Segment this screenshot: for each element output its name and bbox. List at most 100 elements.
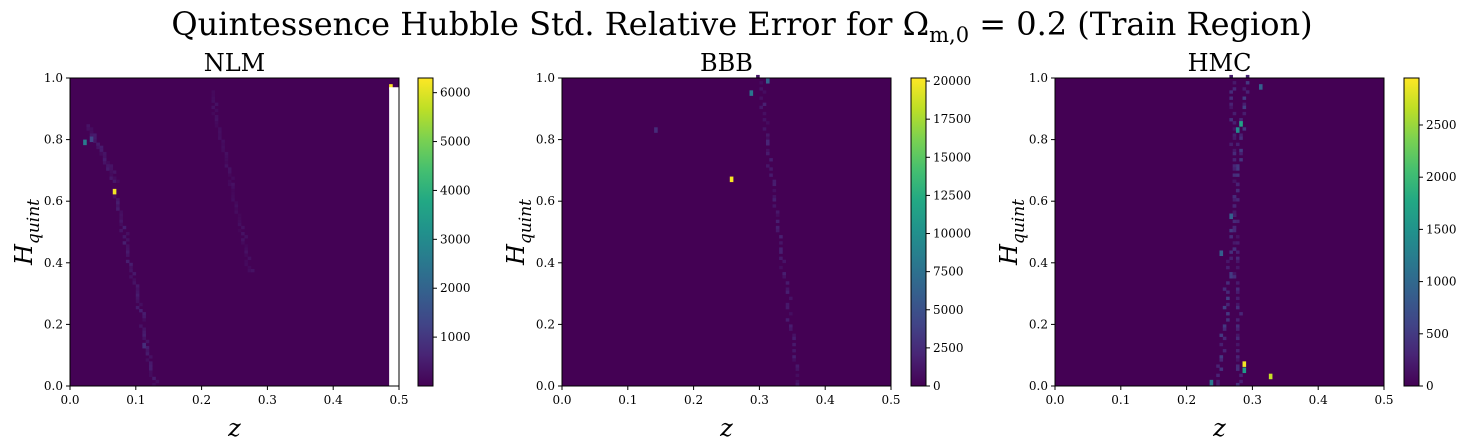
heatmap-cell <box>1232 173 1237 177</box>
heatmap-cell <box>135 293 140 297</box>
heatmap-cell <box>119 222 123 227</box>
heatmap-cell <box>234 201 239 205</box>
heatmap-cell <box>792 349 796 353</box>
y-tick-label: 1.0 <box>1029 71 1048 85</box>
heatmap-cell <box>1229 235 1233 239</box>
y-tick-label: 0.8 <box>536 133 555 147</box>
heatmap-cell <box>122 241 127 245</box>
colorbar-tick-label: 0 <box>933 379 941 393</box>
x-tick-label: 0.2 <box>192 393 211 407</box>
y-tick-label: 0.0 <box>536 379 555 393</box>
heatmap-cell <box>1235 167 1240 171</box>
heatmap-hot-cell <box>1242 361 1247 367</box>
heatmap-cell <box>1229 250 1233 254</box>
heatmap-cell <box>247 268 252 273</box>
colorbar-tick-label: 7500 <box>933 265 964 279</box>
y-tick-label: 0.4 <box>44 256 63 270</box>
heatmap-cell <box>241 241 245 245</box>
heatmap-cell <box>214 124 219 128</box>
heatmap-cell <box>1235 355 1240 359</box>
panel-bbb: BBB 0.0 0.1 0.2 0.3 0.4 0.5 0.0 0.2 0.4 0.6 0.8 1.0 z… <box>502 49 971 442</box>
heatmap-cell <box>775 225 780 230</box>
heatmap-cell <box>1235 142 1240 147</box>
x-tick-label: 0.5 <box>1374 393 1393 407</box>
heatmap-cell <box>247 265 252 270</box>
heatmap-cell <box>1229 272 1233 276</box>
heatmap-cell <box>1235 265 1240 270</box>
heatmap-cell <box>99 151 104 156</box>
x-tick-label: 0.0 <box>1045 393 1064 407</box>
heatmap-cell <box>148 364 153 368</box>
x-axis-label: z <box>1212 414 1226 442</box>
heatmap-cell <box>1232 87 1237 91</box>
colorbar-tick-label: 500 <box>1426 327 1449 341</box>
heatmap-cell <box>125 259 130 264</box>
colorbar-tick-label: 4000 <box>440 183 471 197</box>
heatmap-cell <box>119 228 123 233</box>
heatmap-cell <box>762 90 767 94</box>
heatmap-cell <box>1222 324 1227 328</box>
heatmap-hot-cell <box>389 84 393 90</box>
heatmap-cell <box>772 198 777 202</box>
heatmap-cell <box>109 167 114 171</box>
heatmap-cell <box>102 155 107 159</box>
heatmap-cell <box>756 74 760 79</box>
heatmap-cell <box>109 173 114 177</box>
heatmap-cell <box>1216 364 1220 368</box>
heatmap-cell <box>1226 296 1230 301</box>
heatmap-cell <box>1216 379 1220 384</box>
heatmap-cell <box>106 164 110 168</box>
heatmap-cell <box>762 102 767 107</box>
heatmap-hot-cell <box>1209 379 1214 386</box>
heatmap-cell <box>1232 158 1237 162</box>
heatmap-cell <box>119 216 123 220</box>
heatmap-cell <box>116 201 120 205</box>
panel-title: NLM <box>204 49 266 77</box>
heatmap-cell <box>112 179 117 184</box>
heatmap-hot-cell <box>729 176 734 183</box>
heatmap-cell <box>116 198 120 202</box>
heatmap-cell <box>234 207 239 211</box>
heatmap-cell <box>792 336 796 341</box>
heatmap-cell <box>1235 250 1240 254</box>
heatmap-cell <box>227 173 232 177</box>
heatmap-cell <box>759 87 763 91</box>
heatmap-cell <box>145 345 150 350</box>
heatmap-cell <box>1245 74 1250 79</box>
heatmap-hot-cell <box>1258 84 1263 90</box>
heatmap-cell <box>135 299 140 304</box>
heatmap-cell <box>769 167 773 171</box>
heatmap-cell <box>1229 105 1233 110</box>
heatmap-hot-cell <box>1219 250 1224 257</box>
heatmap-cell <box>792 333 796 338</box>
heatmap-cell <box>1245 81 1250 85</box>
heatmap-cell <box>224 158 229 162</box>
heatmap-cell <box>1222 349 1227 353</box>
heatmap-cell <box>247 256 252 261</box>
heatmap-cell <box>1239 373 1243 378</box>
heatmap-cell <box>785 281 790 285</box>
colorbar-tick-label: 12500 <box>933 188 971 202</box>
x-tick-label: 0.2 <box>684 393 703 407</box>
heatmap-cell <box>241 238 245 242</box>
panel-title: HMC <box>1188 49 1252 77</box>
heatmap-cell <box>211 111 216 116</box>
heatmap-cell <box>214 114 219 119</box>
heatmap-cell <box>1219 342 1224 347</box>
heatmap-cell <box>231 195 235 199</box>
heatmap-cell <box>227 170 232 174</box>
heatmap-cell <box>772 188 777 193</box>
heatmap-cell <box>244 244 248 248</box>
y-tick-label: 0.8 <box>44 133 63 147</box>
heatmap-cell <box>779 250 783 254</box>
heatmap-cell <box>1232 127 1237 131</box>
heatmap-cell <box>96 145 100 150</box>
heatmap-cell <box>1235 188 1240 193</box>
heatmap-cell <box>89 127 94 131</box>
colorbar <box>1403 77 1420 387</box>
heatmap-cell <box>1232 213 1237 217</box>
heatmap-cell <box>145 349 150 353</box>
heatmap-cell <box>125 253 130 257</box>
figure-title: Quintessence Hubble Std. Relative Error … <box>171 5 1312 47</box>
heatmap-cell <box>1235 367 1240 371</box>
